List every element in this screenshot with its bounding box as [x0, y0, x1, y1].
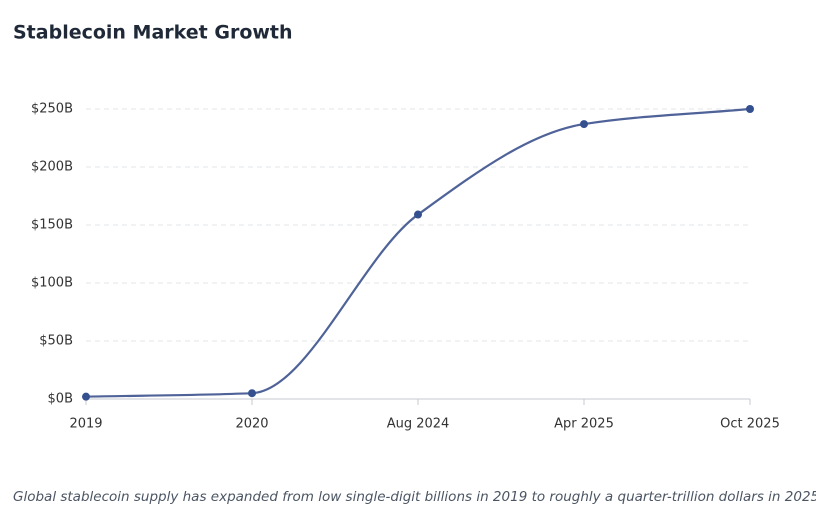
caption: Global stablecoin supply has expanded fr…: [13, 489, 816, 505]
y-tick-label: $100B: [31, 276, 73, 291]
line: [85, 107, 751, 398]
x-tick-label: Apr 2025: [554, 417, 614, 432]
point: [580, 120, 588, 129]
y-tick-label: $50B: [39, 334, 73, 349]
x-tick-label: Aug 2024: [387, 417, 450, 432]
point: [414, 210, 422, 219]
point: [248, 389, 256, 398]
x-tick-label: 2019: [69, 417, 102, 432]
x-tick-label: 2020: [235, 417, 268, 432]
y-tick-label: $200B: [31, 160, 73, 175]
y-tick-label: $250B: [31, 102, 73, 117]
point: [82, 392, 90, 401]
x-tick-label: Oct 2025: [720, 417, 780, 432]
point: [746, 105, 754, 113]
y-tick-label: $150B: [31, 218, 73, 233]
y-tick-label: $0B: [48, 392, 73, 407]
chart-title: Stablecoin Market Growth: [13, 22, 293, 44]
